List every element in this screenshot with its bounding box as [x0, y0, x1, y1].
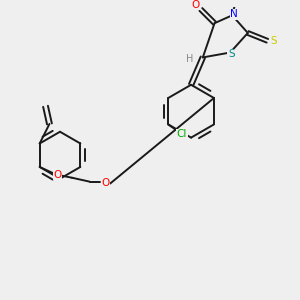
Text: O: O — [192, 0, 200, 10]
Text: O: O — [101, 178, 109, 188]
Text: S: S — [228, 50, 235, 59]
Text: H: H — [186, 54, 194, 64]
Text: S: S — [270, 36, 277, 46]
Text: N: N — [230, 9, 238, 20]
Text: Cl: Cl — [177, 129, 187, 139]
Text: O: O — [53, 170, 61, 180]
